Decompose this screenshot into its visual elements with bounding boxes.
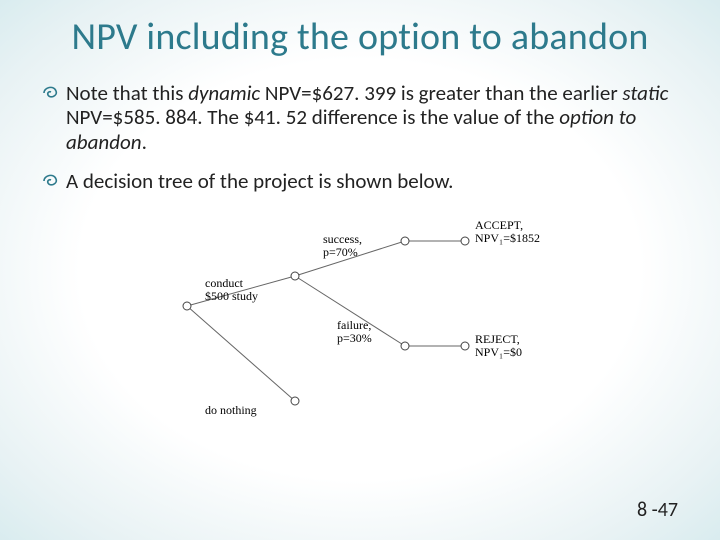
text-fragment: NPV=$585. 884. The $41. 52 difference is… (66, 104, 559, 130)
text-fragment: conduct (205, 276, 243, 290)
text-fragment: NPV₁=$0 (475, 345, 522, 359)
label-do-nothing: do nothing (205, 404, 257, 417)
decision-tree-diagram: conduct $500 study do nothing success, p… (165, 211, 555, 421)
text-fragment: $500 study (205, 289, 258, 303)
label-accept: ACCEPT, NPV₁=$1852 (475, 219, 540, 246)
text-fragment: REJECT, (475, 332, 520, 346)
bullet-swirl-icon (40, 83, 62, 109)
page-number: 8 -47 (637, 498, 678, 522)
text-fragment: Note that this (66, 80, 188, 106)
bullet-2: A decision tree of the project is shown … (40, 169, 680, 197)
slide-title: NPV including the option to abandon (0, 0, 720, 59)
label-conduct: conduct $500 study (205, 277, 258, 304)
text-fragment: ACCEPT, (475, 218, 523, 232)
label-reject: REJECT, NPV₁=$0 (475, 333, 522, 360)
text-fragment: p=70% (323, 245, 358, 259)
slide: NPV including the option to abandon Note… (0, 0, 720, 540)
label-failure: failure, p=30% (337, 319, 372, 346)
text-fragment: failure, (337, 318, 371, 332)
bullet-swirl-icon (40, 171, 62, 197)
text-fragment-italic: dynamic (188, 80, 260, 106)
text-fragment-italic: static (622, 80, 668, 106)
text-fragment: p=30% (337, 331, 372, 345)
text-fragment: . (142, 129, 147, 155)
bullet-1-text: Note that this dynamic NPV=$627. 399 is … (66, 81, 680, 155)
label-success: success, p=70% (323, 233, 362, 260)
bullet-2-text: A decision tree of the project is shown … (66, 169, 680, 194)
slide-body: Note that this dynamic NPV=$627. 399 is … (0, 59, 720, 421)
bullet-1: Note that this dynamic NPV=$627. 399 is … (40, 81, 680, 155)
text-fragment: NPV=$627. 399 is greater than the earlie… (260, 80, 622, 106)
text-fragment: NPV₁=$1852 (475, 231, 540, 245)
text-fragment: success, (323, 232, 362, 246)
